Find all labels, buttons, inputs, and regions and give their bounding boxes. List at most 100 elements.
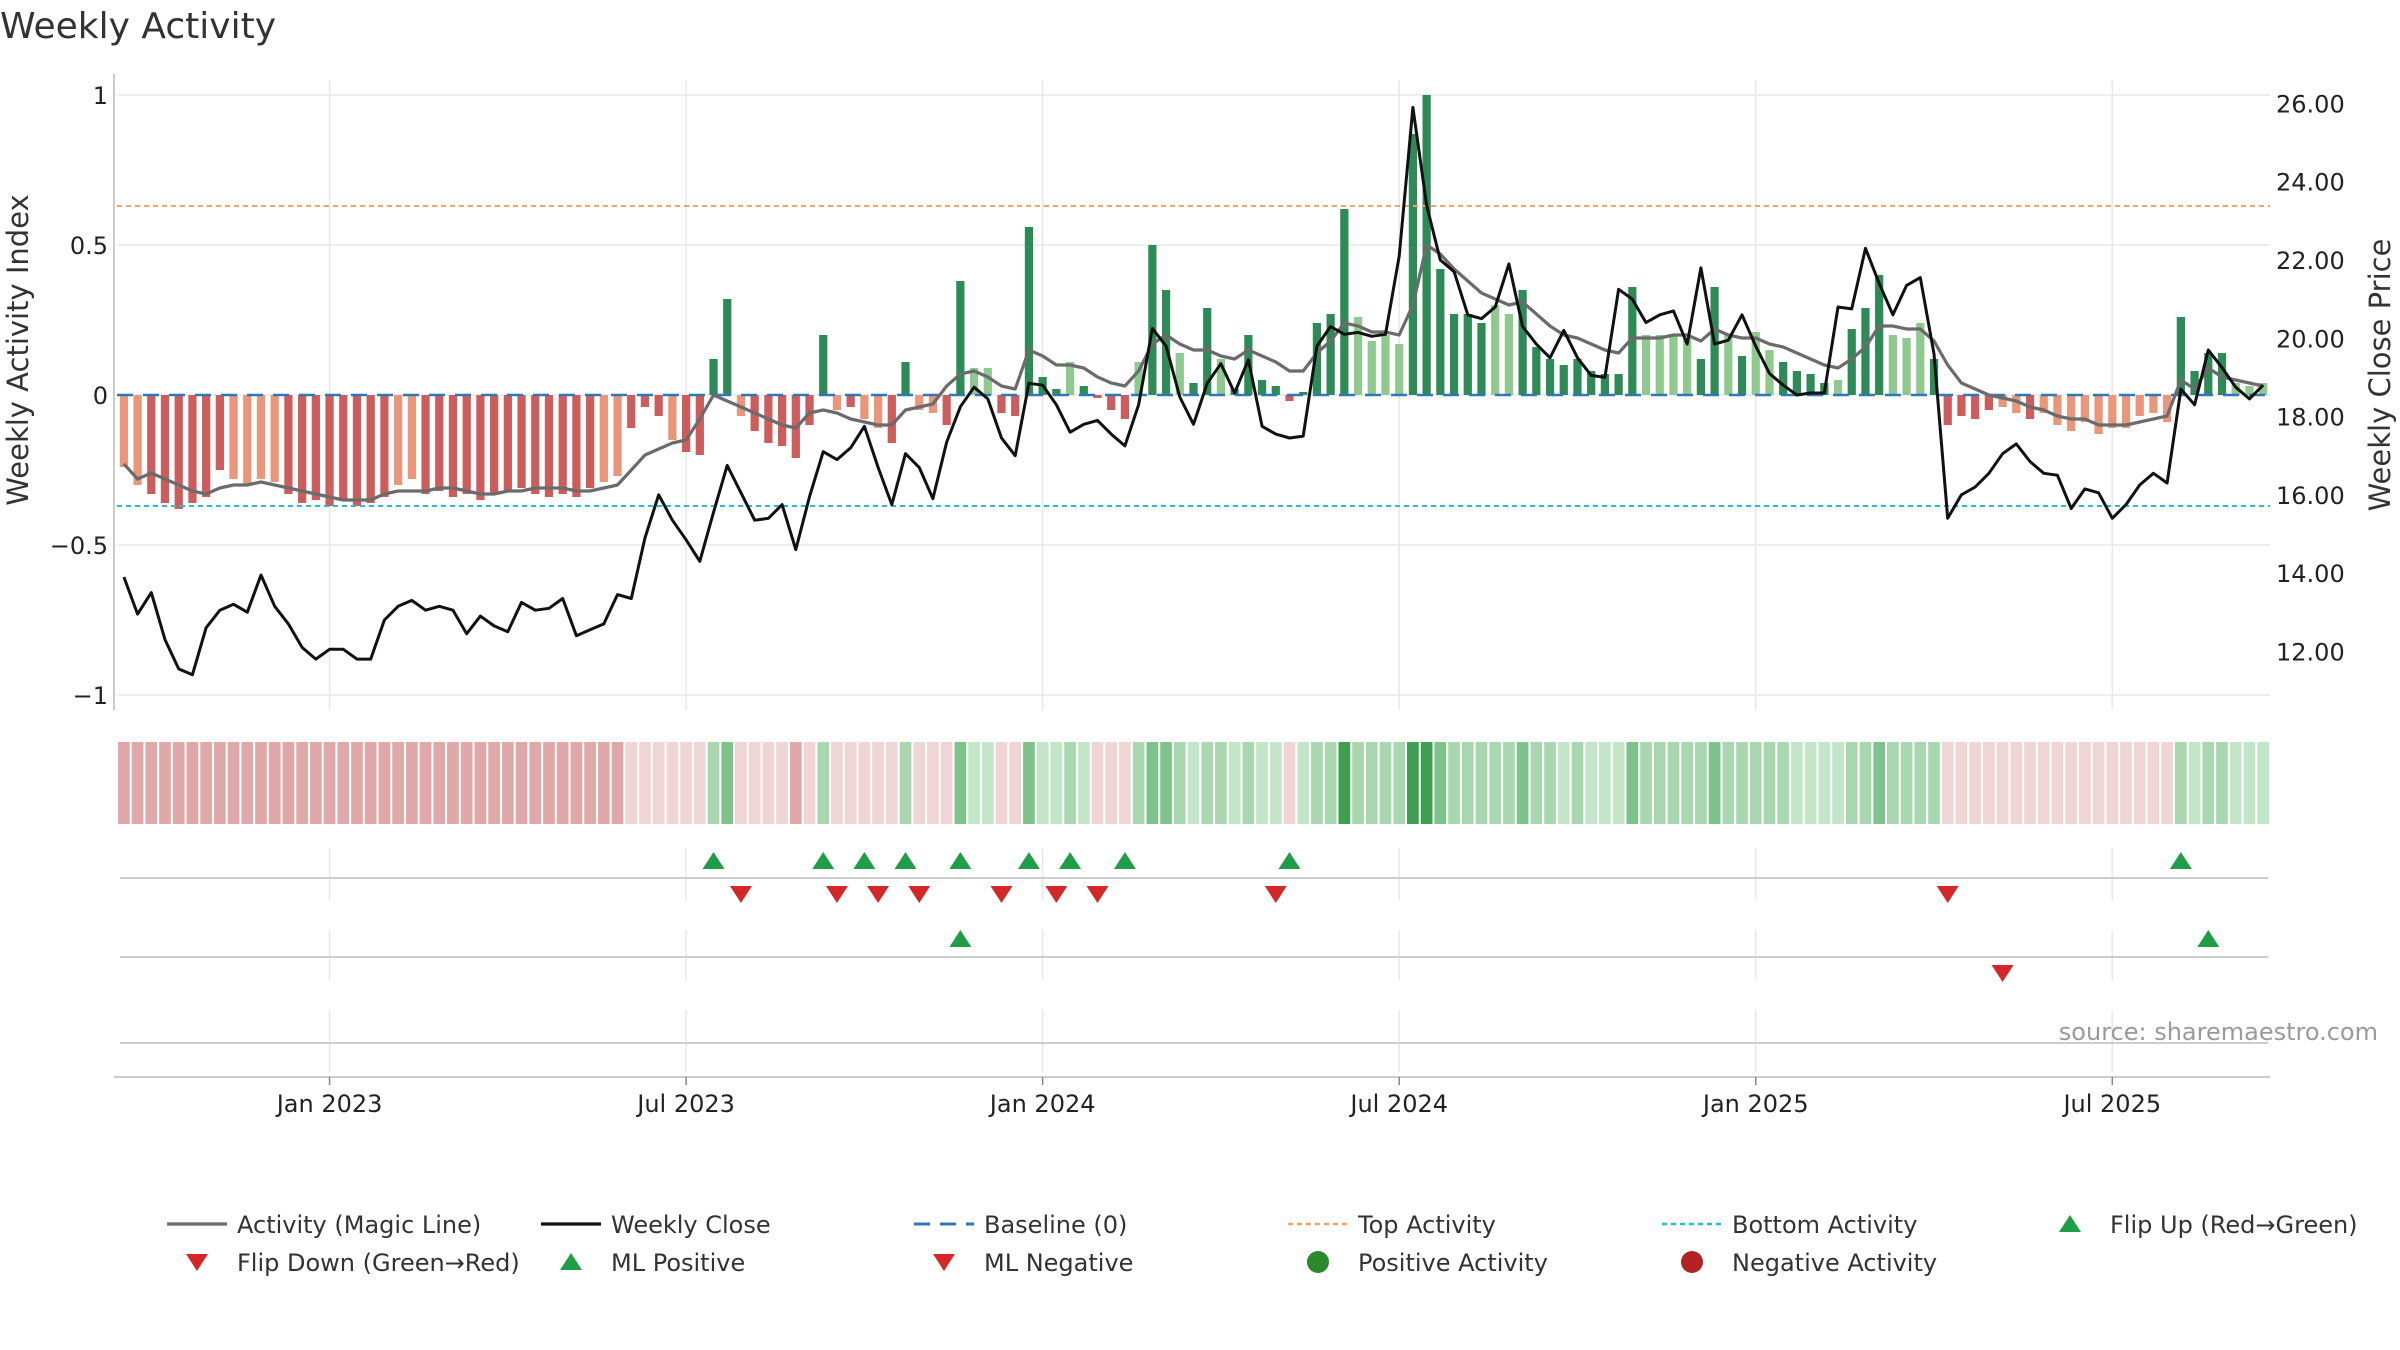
legend-label: Weekly Close: [611, 1211, 771, 1239]
heat-band-cell: [1338, 742, 1351, 824]
heat-band-cell: [1132, 742, 1145, 824]
heat-band-cell: [323, 742, 336, 824]
activity-bar: [1998, 395, 2007, 407]
activity-bar: [2080, 395, 2089, 422]
heat-band-cell: [1173, 742, 1186, 824]
activity-bar: [1504, 314, 1514, 395]
heat-band-cell: [639, 742, 651, 824]
heat-band-cell: [543, 742, 555, 824]
heat-band-cell: [803, 742, 816, 824]
activity-bar: [229, 395, 238, 479]
heat-band-cell: [707, 742, 720, 824]
activity-bar: [1655, 335, 1664, 395]
legend-item-bottom: Bottom Activity: [1662, 1211, 1917, 1239]
heat-band-cell: [515, 742, 528, 824]
heat-band-cell: [1695, 742, 1707, 824]
left-tick-label: 0: [93, 382, 108, 410]
heat-band-cell: [2037, 742, 2050, 824]
heat-band-cell: [1640, 742, 1652, 824]
heat-band-cell: [1269, 742, 1282, 824]
activity-bar: [1353, 317, 1363, 395]
heat-band-cell: [1352, 742, 1364, 824]
heat-band-cell: [1077, 742, 1090, 824]
signal-markers: [120, 852, 2268, 1044]
activity-bar: [339, 395, 348, 500]
activity-bar: [462, 395, 471, 494]
heat-band-cell: [364, 742, 377, 824]
heat-band-cell: [1599, 742, 1611, 824]
activity-bar: [1216, 359, 1226, 395]
legend-label: Negative Activity: [1732, 1249, 1937, 1277]
heat-band-cell: [954, 742, 967, 824]
legend-label: Flip Up (Red→Green): [2110, 1211, 2358, 1239]
activity-bar: [1107, 395, 1116, 410]
activity-bar: [681, 395, 691, 452]
activity-bar: [503, 395, 512, 491]
activity-bar: [490, 395, 499, 494]
activity-bar: [983, 368, 992, 395]
x-tick-label: Jan 2024: [988, 1090, 1096, 1118]
activity-bar: [2053, 395, 2062, 425]
right-tick-label: 14.00: [2276, 560, 2345, 588]
activity-bar: [256, 395, 266, 479]
heat-band-cell: [2202, 742, 2215, 824]
heat-band-cell: [200, 742, 212, 824]
heat-band-cell: [666, 742, 679, 824]
heat-band-cell: [1215, 742, 1227, 824]
heat-band-cell: [1571, 742, 1584, 824]
heat-band-cell: [940, 742, 953, 824]
heat-band-cell: [1544, 742, 1556, 824]
activity-bar: [476, 395, 485, 500]
heat-band-cell: [556, 742, 569, 824]
heat-band-cell: [2024, 742, 2036, 824]
heat-band-cell: [2133, 742, 2146, 824]
ml-positive-marker: [949, 930, 972, 947]
activity-bar: [1847, 329, 1856, 395]
heat-band-cell: [721, 742, 734, 824]
activity-bar: [1340, 209, 1349, 395]
activity-bar: [1463, 314, 1472, 395]
legend-label: ML Negative: [984, 1249, 1133, 1277]
activity-bar: [1436, 269, 1445, 395]
activity-bar: [777, 395, 787, 446]
activity-bar: [394, 395, 403, 485]
activity-bar: [1381, 335, 1390, 395]
chart-title: Weekly Activity: [0, 6, 276, 47]
activity-bar: [1875, 275, 1884, 395]
heat-band-cell: [282, 742, 295, 824]
heat-band-cell: [913, 742, 926, 824]
heat-band-cell: [1434, 742, 1447, 824]
activity-bar: [1696, 359, 1706, 395]
heat-band-cell: [1557, 742, 1570, 824]
heat-band-cell: [2147, 742, 2160, 824]
legend-swatch: [1681, 1251, 1703, 1273]
heat-band-cell: [1242, 742, 1255, 824]
activity-bar: [1779, 362, 1788, 395]
activity-bar: [723, 299, 732, 395]
activity-bar: [1806, 374, 1815, 395]
activity-bar: [1628, 287, 1637, 395]
heat-band-cell: [1983, 742, 1995, 824]
activity-bar: [2149, 395, 2158, 413]
legend-item-baseline: Baseline (0): [914, 1211, 1127, 1239]
right-tick-label: 22.00: [2276, 247, 2345, 275]
heat-band-cell: [831, 742, 843, 824]
activity-bar: [819, 335, 828, 395]
legend-label: Positive Activity: [1358, 1249, 1548, 1277]
activity-bar: [1134, 362, 1143, 395]
activity-bar: [325, 395, 334, 506]
heat-band-cell: [1832, 742, 1844, 824]
heat-band-cell: [899, 742, 912, 824]
heat-band-cell: [693, 742, 706, 824]
activity-bars: [119, 95, 2268, 509]
activity-bar: [1641, 335, 1651, 395]
activity-bar: [2204, 353, 2213, 395]
heat-band-cell: [2257, 742, 2269, 824]
heat-band-cell: [2120, 742, 2132, 824]
flip-up-marker: [1278, 852, 1301, 869]
flip-up-marker: [702, 852, 725, 869]
activity-bar: [1683, 338, 1692, 395]
heat-band-cell: [597, 742, 610, 824]
heat-band-cell: [1475, 742, 1488, 824]
